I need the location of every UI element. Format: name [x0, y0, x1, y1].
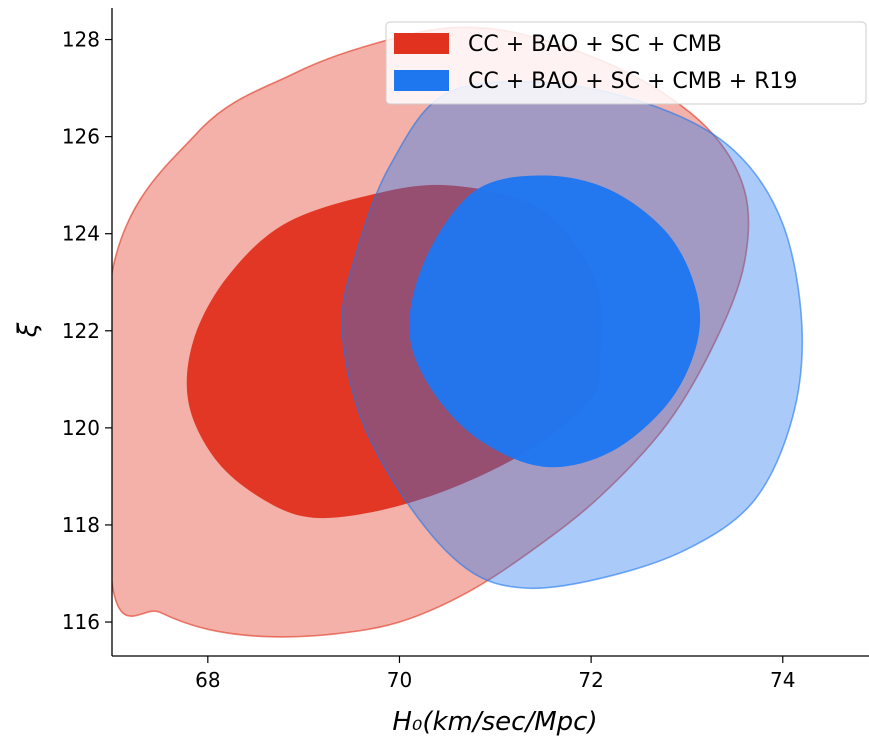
y-tick-label: 122 [62, 319, 100, 343]
x-tick-label: 68 [195, 668, 220, 692]
y-tick-label: 118 [62, 513, 100, 537]
x-tick-label: 74 [770, 668, 795, 692]
x-ticks: 68 70 72 74 [195, 656, 795, 692]
x-tick-label: 72 [578, 668, 603, 692]
y-ticks: 116 118 120 122 124 126 128 [62, 28, 112, 634]
contour-regions [112, 26, 804, 638]
y-tick-label: 126 [62, 125, 100, 149]
y-tick-label: 120 [62, 416, 100, 440]
axes: 68 70 72 74 116 118 120 122 124 126 128 [62, 8, 869, 692]
x-tick-label: 70 [387, 668, 412, 692]
y-tick-label: 116 [62, 610, 100, 634]
y-tick-label: 128 [62, 28, 100, 52]
y-tick-label: 124 [62, 222, 100, 246]
legend-label-2: CC + BAO + SC + CMB + R19 [468, 69, 798, 94]
legend: CC + BAO + SC + CMB CC + BAO + SC + CMB … [385, 21, 867, 105]
contour-series-2-inner [409, 175, 701, 468]
legend-box [385, 21, 867, 105]
y-axis-label: ξ [13, 322, 43, 338]
x-axis-label: H₀(km/sec/Mpc) [392, 707, 597, 737]
legend-swatch-2 [394, 70, 449, 91]
legend-swatch-1 [394, 33, 449, 54]
legend-label-1: CC + BAO + SC + CMB [468, 32, 722, 57]
